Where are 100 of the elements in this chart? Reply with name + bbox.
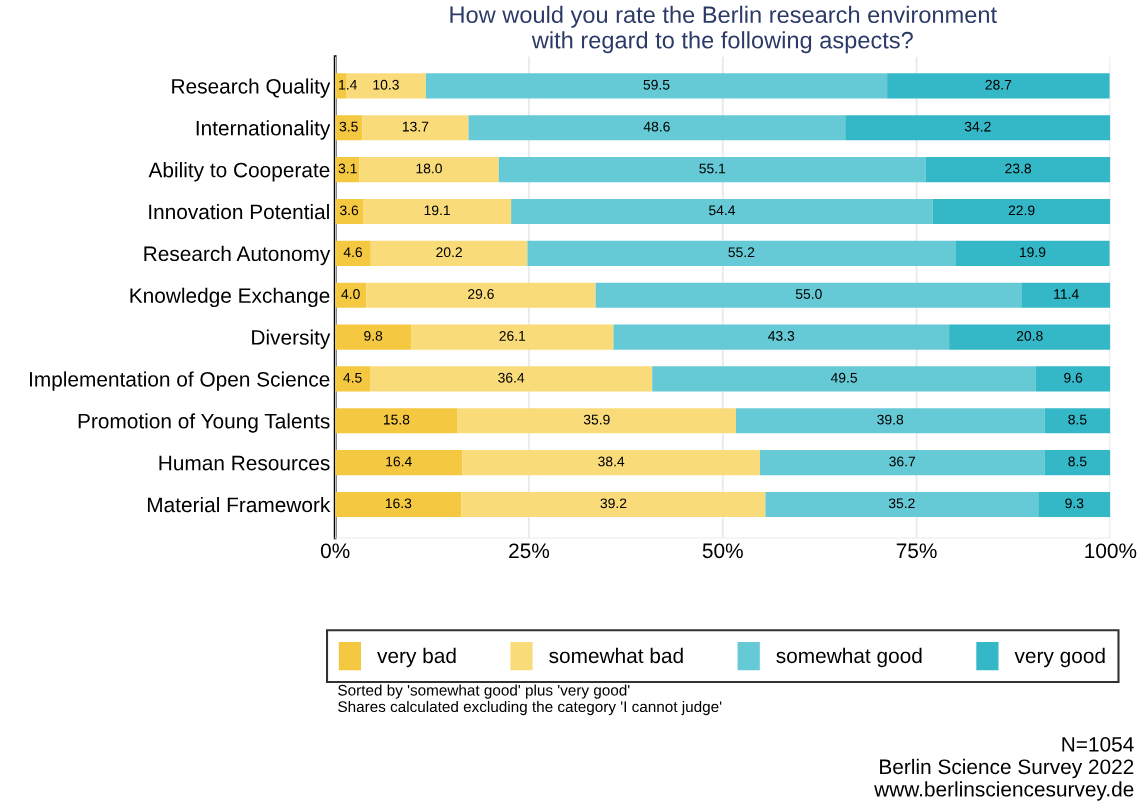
chart-title: How would you rate the Berlin research environment with regard to the following aspects? [450, 5, 997, 54]
bar [366, 282, 596, 308]
y-tick-label: Promotion of Young Talents [78, 413, 330, 433]
y-tick-label: Research Quality [172, 78, 331, 98]
data-label: 1.4 [339, 79, 357, 90]
bar [613, 324, 950, 350]
data-label: 36.4 [498, 372, 525, 383]
bar [363, 198, 512, 225]
data-label: 3.1 [338, 163, 357, 174]
bar [362, 115, 469, 141]
legend-label: very bad [377, 647, 456, 668]
data-label: 9.6 [1064, 372, 1083, 383]
data-label: 29.6 [468, 289, 494, 299]
data-label: 10.3 [373, 79, 399, 90]
data-label: 15.8 [383, 414, 410, 425]
bar [511, 198, 933, 225]
data-label: 8.5 [1068, 456, 1087, 467]
bar [462, 450, 760, 476]
data-label: 4.6 [343, 247, 363, 258]
data-label: 16.3 [385, 498, 412, 509]
data-label: 9.8 [364, 330, 383, 341]
data-label: 23.8 [1005, 163, 1032, 174]
y-tick-label: Human Resources [159, 455, 330, 471]
y-tick-label: Diversity [252, 329, 331, 349]
data-label: 35.2 [888, 498, 915, 509]
bar [887, 73, 1110, 99]
data-label: 19.9 [1020, 247, 1046, 258]
data-label: 3.5 [339, 121, 358, 132]
data-label: 16.4 [386, 456, 412, 467]
bar [765, 491, 1039, 518]
x-tick-label: 0% [320, 543, 350, 559]
data-label: 20.2 [436, 247, 462, 258]
data-label: 39.2 [600, 498, 627, 509]
text: N=1054 Berlin Science Survey 2022 www.berlinsciencesurvey.de [874, 736, 1134, 801]
data-label: 55.2 [728, 247, 755, 258]
bar [925, 157, 1111, 183]
bar [595, 282, 1022, 308]
data-label: 49.5 [830, 372, 858, 383]
y-tick-label: Knowledge Exchange [130, 287, 330, 308]
data-label: 38.4 [598, 456, 625, 467]
bar [498, 157, 926, 183]
y-tick-label: Ability to Cooperate [148, 162, 330, 182]
x-tick-label: 75% [896, 543, 937, 559]
bar [468, 115, 846, 141]
y-tick-label: Implementation of Open Science [29, 371, 330, 391]
data-label: 20.8 [1016, 330, 1043, 341]
data-label: 55.1 [699, 163, 726, 174]
bar [335, 408, 458, 434]
data-label: 3.6 [339, 205, 359, 216]
bar [759, 450, 1045, 476]
bar [735, 408, 1045, 434]
bar [955, 240, 1110, 266]
bar [1021, 282, 1111, 308]
bar [845, 115, 1111, 141]
bar [425, 73, 888, 99]
data-label: 9.3 [1065, 498, 1084, 509]
legend-label: somewhat good [776, 647, 922, 668]
bar [457, 408, 736, 434]
y-tick-label: Innovation Potential [149, 203, 329, 220]
bar [335, 240, 371, 266]
data-label: 28.7 [985, 79, 1012, 90]
data-label: 4.0 [341, 289, 360, 299]
data-label: 13.7 [402, 121, 429, 132]
data-label: 36.7 [889, 456, 916, 467]
bar [370, 240, 528, 266]
bar [359, 157, 499, 183]
bar [335, 450, 463, 476]
data-label: 18.0 [416, 163, 442, 174]
data-label: 48.6 [643, 121, 670, 132]
data-label: 59.5 [643, 79, 670, 90]
data-label: 55.0 [795, 289, 822, 299]
legend-label: very good [1014, 647, 1105, 668]
bar [461, 491, 766, 518]
data-label: 19.1 [424, 205, 450, 216]
data-label: 34.2 [964, 121, 991, 132]
data-label: 26.1 [499, 330, 526, 341]
bar [949, 324, 1111, 350]
text: Sorted by 'somewhat good' plus 'very good' Shares calculated excluding the category 'I cannot judge' [338, 684, 722, 716]
x-tick-label: 100% [1085, 543, 1137, 559]
bar [370, 366, 653, 392]
x-tick-label: 25% [509, 543, 550, 559]
bar [652, 366, 1036, 392]
bar [1038, 491, 1111, 518]
data-label: 54.4 [709, 205, 736, 216]
bar [1035, 366, 1111, 392]
data-label: 22.9 [1008, 205, 1035, 216]
y-tick-label: Internationality [196, 120, 331, 140]
bar [1044, 450, 1111, 476]
bar [411, 324, 614, 350]
data-label: 35.9 [583, 414, 610, 425]
bar [1044, 408, 1111, 434]
y-tick-label: Research Autonomy [144, 245, 331, 266]
data-label: 39.8 [877, 414, 904, 425]
bar [335, 366, 371, 392]
legend-label: somewhat bad [549, 647, 683, 664]
bar [932, 198, 1111, 225]
bar [527, 240, 956, 266]
data-label: 43.3 [768, 330, 795, 341]
bar [335, 491, 462, 518]
data-label: 8.5 [1068, 414, 1087, 425]
